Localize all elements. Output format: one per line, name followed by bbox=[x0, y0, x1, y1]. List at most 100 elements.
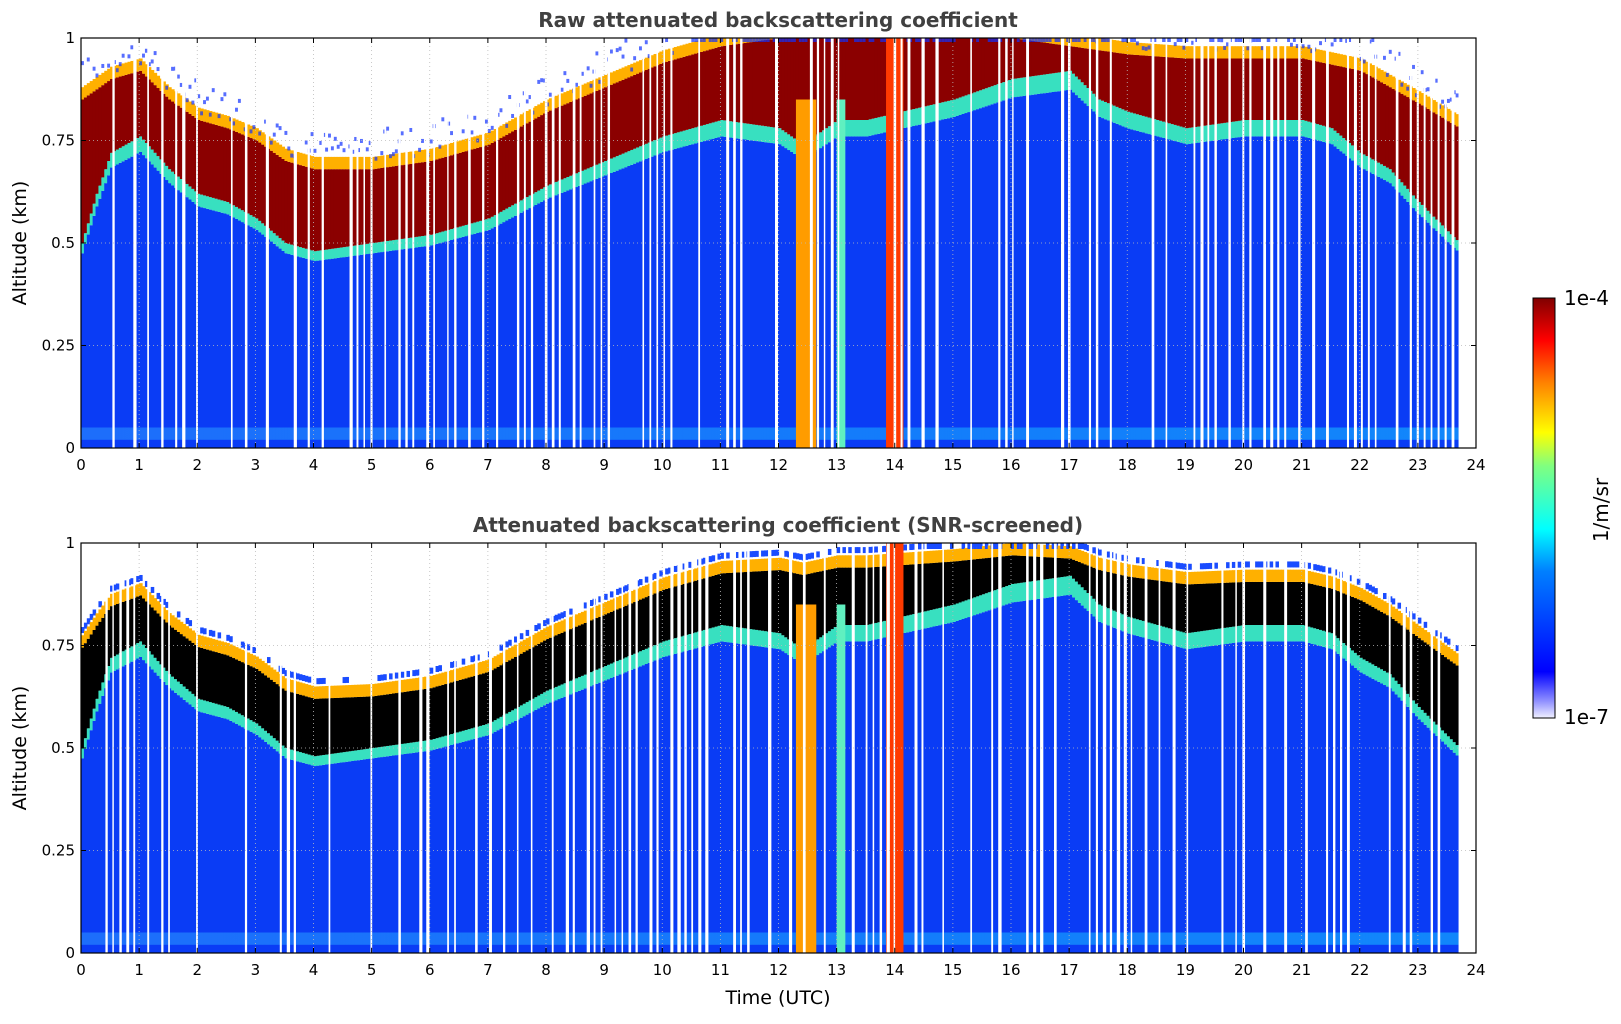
x-tick-label: 12 bbox=[769, 961, 788, 979]
noise-speckle bbox=[1386, 73, 1389, 77]
x-tick-label: 9 bbox=[599, 456, 609, 474]
noise-speckle bbox=[1302, 44, 1305, 48]
above-cloud-signal bbox=[308, 677, 312, 683]
data-gap bbox=[1159, 543, 1161, 953]
x-tick-label: 13 bbox=[827, 456, 846, 474]
x-tick-label: 6 bbox=[425, 961, 435, 979]
y-tick-label: 0.25 bbox=[42, 337, 75, 355]
y-tick-label: 0 bbox=[65, 439, 75, 457]
above-cloud-signal bbox=[726, 553, 730, 559]
noise-speckle bbox=[290, 154, 293, 158]
data-gap bbox=[1347, 38, 1349, 448]
noise-speckle bbox=[116, 68, 119, 72]
y-tick-label: 0.75 bbox=[42, 132, 75, 150]
signal-layer bbox=[81, 38, 1459, 448]
colorbar bbox=[1533, 298, 1555, 718]
noise-speckle bbox=[101, 64, 104, 68]
noise-speckle bbox=[311, 132, 314, 136]
noise-speckle bbox=[418, 148, 421, 152]
noise-speckle bbox=[270, 141, 273, 145]
x-tick-label: 10 bbox=[653, 456, 672, 474]
noise-speckle bbox=[645, 40, 648, 44]
x-tick-label: 7 bbox=[483, 961, 493, 979]
above-cloud-signal bbox=[776, 550, 780, 556]
noise-speckle bbox=[1421, 70, 1424, 74]
above-cloud-signal bbox=[1374, 588, 1378, 594]
noise-speckle bbox=[619, 47, 622, 51]
noise-speckle bbox=[130, 45, 133, 49]
data-gap bbox=[1431, 38, 1433, 448]
data-gap bbox=[426, 38, 429, 448]
data-gap bbox=[698, 38, 700, 448]
noise-speckle bbox=[1383, 56, 1386, 60]
above-cloud-signal bbox=[395, 673, 399, 679]
data-gap bbox=[1326, 38, 1329, 448]
colorbar-max-label: 1e-4 bbox=[1564, 286, 1609, 310]
data-gap bbox=[147, 543, 149, 953]
data-gap bbox=[1054, 543, 1057, 953]
above-cloud-signal bbox=[1270, 561, 1274, 567]
above-cloud-signal bbox=[462, 659, 466, 665]
above-cloud-signal bbox=[389, 673, 393, 679]
x-tick-label: 24 bbox=[1466, 456, 1485, 474]
above-cloud-signal bbox=[212, 631, 216, 637]
x-tick-label: 9 bbox=[599, 961, 609, 979]
x-tick-label: 23 bbox=[1408, 961, 1427, 979]
data-gap bbox=[454, 543, 456, 953]
data-gap bbox=[398, 543, 401, 953]
precipitation-shaft bbox=[796, 100, 816, 449]
noise-speckle bbox=[1148, 46, 1151, 50]
noise-speckle bbox=[624, 39, 627, 43]
data-gap bbox=[1110, 38, 1112, 448]
data-gap bbox=[1235, 543, 1236, 953]
above-cloud-signal bbox=[139, 575, 143, 581]
noise-speckle bbox=[340, 142, 343, 146]
above-cloud-signal bbox=[1307, 563, 1311, 569]
noise-speckle bbox=[386, 127, 389, 131]
y-tick-label: 0.75 bbox=[42, 637, 75, 655]
above-cloud-signal bbox=[1296, 561, 1300, 567]
noise-speckle bbox=[1290, 43, 1293, 47]
x-tick-label: 15 bbox=[943, 456, 962, 474]
noise-speckle bbox=[1307, 45, 1310, 49]
data-gap bbox=[1110, 543, 1112, 953]
above-cloud-signal bbox=[1136, 557, 1140, 563]
noise-speckle bbox=[279, 126, 282, 130]
noise-speckle bbox=[151, 59, 154, 63]
noise-speckle bbox=[250, 129, 253, 133]
noise-speckle bbox=[258, 132, 261, 136]
noise-speckle bbox=[1223, 46, 1226, 50]
x-tick-label: 10 bbox=[653, 961, 672, 979]
above-cloud-signal bbox=[151, 587, 155, 593]
x-tick-label: 1 bbox=[134, 961, 144, 979]
noise-speckle bbox=[430, 139, 433, 143]
noise-speckle bbox=[622, 55, 625, 59]
noise-speckle bbox=[1319, 41, 1322, 45]
above-cloud-signal bbox=[828, 549, 832, 555]
above-cloud-signal bbox=[1232, 562, 1236, 568]
x-tick-label: 22 bbox=[1350, 961, 1369, 979]
data-gap bbox=[691, 543, 693, 953]
above-cloud-signal bbox=[810, 553, 814, 559]
data-gap bbox=[942, 543, 944, 953]
data-gap bbox=[350, 38, 353, 448]
noise-speckle bbox=[566, 79, 569, 83]
noise-speckle bbox=[505, 124, 508, 128]
noise-speckle bbox=[1182, 46, 1185, 50]
data-gap bbox=[1298, 38, 1300, 448]
x-tick-label: 20 bbox=[1234, 961, 1253, 979]
above-cloud-signal bbox=[842, 547, 846, 553]
data-gap bbox=[175, 38, 177, 448]
noise-speckle bbox=[325, 148, 328, 152]
above-cloud-signal bbox=[267, 657, 271, 663]
data-gap bbox=[838, 38, 839, 448]
above-cloud-signal bbox=[874, 546, 878, 552]
noise-speckle bbox=[287, 146, 290, 150]
above-cloud-signal bbox=[1214, 563, 1218, 569]
noise-speckle bbox=[343, 148, 346, 152]
noise-speckle bbox=[203, 100, 206, 104]
noise-speckle bbox=[1174, 42, 1177, 46]
noise-speckle bbox=[93, 67, 96, 71]
above-cloud-signal bbox=[903, 544, 907, 550]
